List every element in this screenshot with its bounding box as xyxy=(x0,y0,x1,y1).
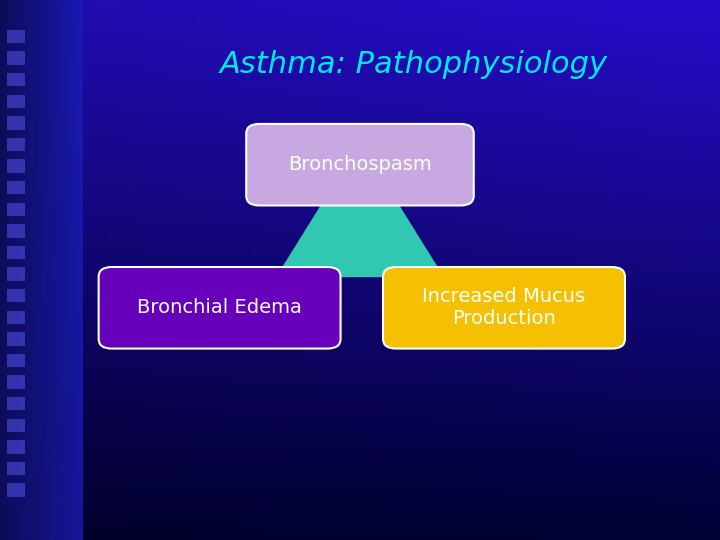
FancyBboxPatch shape xyxy=(7,397,25,410)
FancyBboxPatch shape xyxy=(7,51,25,65)
FancyBboxPatch shape xyxy=(7,73,25,86)
FancyBboxPatch shape xyxy=(7,462,25,475)
FancyBboxPatch shape xyxy=(7,332,25,346)
FancyBboxPatch shape xyxy=(7,354,25,367)
Text: Bronchospasm: Bronchospasm xyxy=(288,155,432,174)
FancyBboxPatch shape xyxy=(7,267,25,281)
Text: Increased Mucus
Production: Increased Mucus Production xyxy=(423,287,585,328)
FancyBboxPatch shape xyxy=(7,310,25,324)
Text: Asthma: Pathophysiology: Asthma: Pathophysiology xyxy=(220,50,608,79)
FancyBboxPatch shape xyxy=(99,267,341,349)
FancyBboxPatch shape xyxy=(7,138,25,151)
FancyBboxPatch shape xyxy=(7,116,25,130)
FancyBboxPatch shape xyxy=(7,483,25,497)
FancyBboxPatch shape xyxy=(7,440,25,454)
FancyBboxPatch shape xyxy=(7,375,25,389)
Text: Bronchial Edema: Bronchial Edema xyxy=(138,298,302,318)
FancyBboxPatch shape xyxy=(246,124,474,206)
FancyBboxPatch shape xyxy=(7,181,25,194)
FancyBboxPatch shape xyxy=(7,289,25,302)
Polygon shape xyxy=(277,195,443,276)
FancyBboxPatch shape xyxy=(7,94,25,108)
FancyBboxPatch shape xyxy=(7,246,25,259)
FancyBboxPatch shape xyxy=(7,159,25,173)
FancyBboxPatch shape xyxy=(7,30,25,43)
FancyBboxPatch shape xyxy=(7,418,25,432)
FancyBboxPatch shape xyxy=(383,267,625,349)
FancyBboxPatch shape xyxy=(7,224,25,238)
FancyBboxPatch shape xyxy=(7,202,25,216)
